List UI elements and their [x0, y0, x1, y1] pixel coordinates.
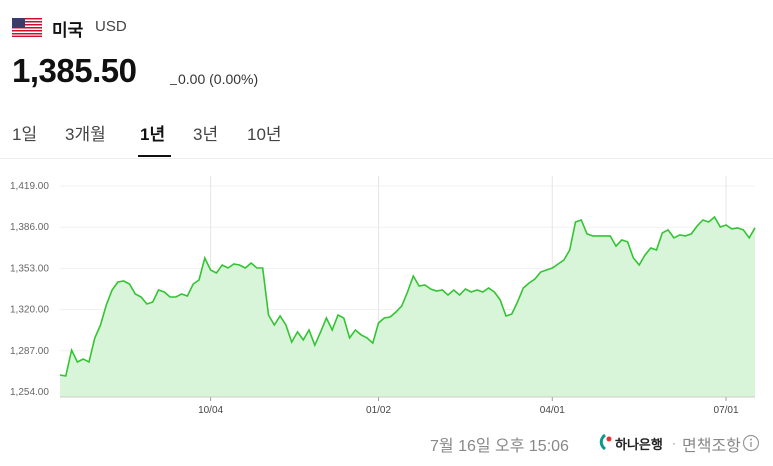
x-tick-label: 10/04	[198, 405, 223, 416]
country-name: 미국	[52, 21, 84, 40]
us-flag	[12, 18, 42, 37]
period-tab[interactable]: 1년	[140, 125, 166, 144]
period-tab[interactable]: 10년	[247, 125, 282, 144]
divider	[0, 158, 773, 159]
y-tick-label: 1,287.00	[10, 346, 49, 357]
chart: 1,254.00 1,287.00 1,320.00 1,353.00 1,386.00…	[10, 176, 756, 416]
y-tick-label: 1,419.00	[10, 181, 49, 192]
line	[59, 215, 756, 377]
y-tick-label: 1,353.00	[10, 263, 49, 274]
x-tick-label: 07/01	[714, 405, 739, 416]
period-tab[interactable]: 3년	[193, 125, 219, 144]
tab-underline	[138, 155, 171, 157]
currency-code: USD	[95, 18, 127, 35]
period-tab[interactable]: 1일	[12, 125, 38, 144]
y-tick-label: 1,254.00	[10, 387, 49, 398]
bank-logo	[599, 433, 612, 451]
y-tick-label: 1,386.00	[10, 222, 49, 233]
timestamp: 7월 16일 오후 15:06	[430, 438, 569, 455]
separator-dot: ·	[672, 436, 676, 450]
price-change: 0.00 (0.00%)	[178, 71, 259, 87]
period-tab[interactable]: 3개월	[65, 125, 106, 144]
y-tick-label: 1,320.00	[10, 305, 49, 316]
x-tick-label: 04/01	[540, 405, 565, 416]
area	[60, 217, 755, 397]
flat-indicator	[170, 84, 177, 85]
price: 1,385.50	[12, 52, 137, 89]
info-icon[interactable]	[742, 434, 760, 452]
disclaimer-link[interactable]: 면책조항	[682, 438, 741, 455]
bank-name: 하나은행	[615, 437, 663, 452]
x-tick-label: 01/02	[366, 405, 391, 416]
